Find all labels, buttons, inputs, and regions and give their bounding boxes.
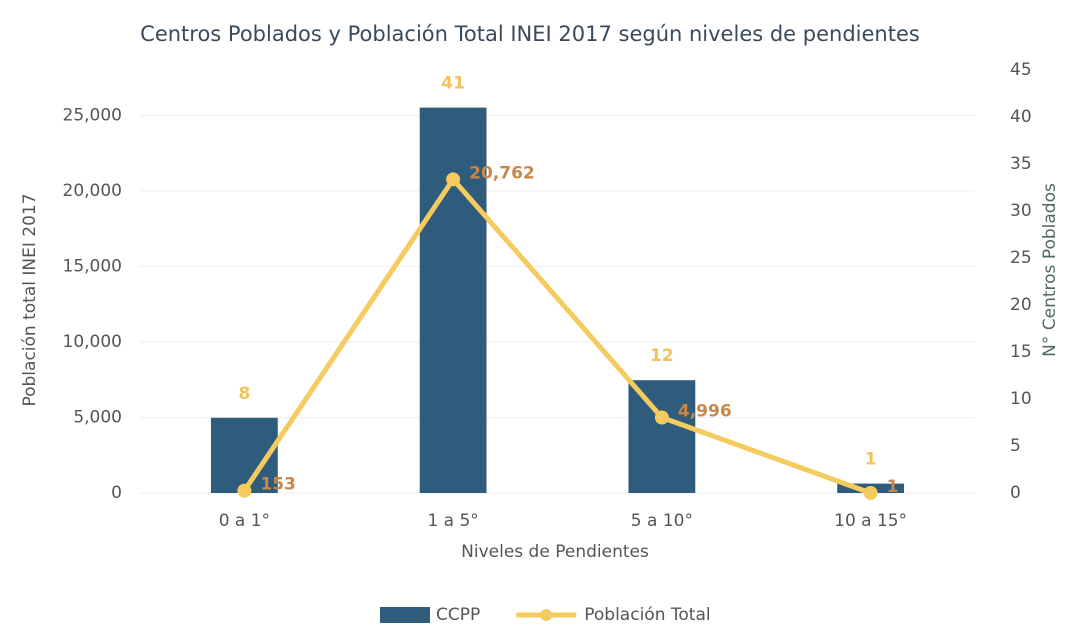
y2-tick-label: 20 xyxy=(1010,295,1032,315)
bar-value-label: 8 xyxy=(238,384,250,404)
line xyxy=(242,176,872,496)
y2-tick-label: 10 xyxy=(1010,389,1032,409)
y2-tick-label: 0 xyxy=(1010,483,1021,503)
legend-label: CCPP xyxy=(436,605,480,625)
bar-value-label: 41 xyxy=(441,74,465,94)
y-tick-label: 15,000 xyxy=(63,256,122,276)
y-axis-label: Población total INEI 2017 xyxy=(20,193,40,406)
y-tick-label: 25,000 xyxy=(63,105,122,125)
x-axis-label: Niveles de Pendientes xyxy=(461,542,649,562)
line-value-label: 4,996 xyxy=(678,402,732,422)
y-tick-label: 10,000 xyxy=(63,332,122,352)
legend-swatch xyxy=(380,607,430,623)
bar xyxy=(419,107,487,493)
y2-tick-label: 40 xyxy=(1010,107,1032,127)
y2-tick-label: 35 xyxy=(1010,154,1032,174)
y-tick-label: 0 xyxy=(111,483,122,503)
line-marker xyxy=(654,410,669,425)
x-tick-label: 1 a 5° xyxy=(427,511,478,531)
line-value-label: 153 xyxy=(260,475,296,495)
y-tick-label: 20,000 xyxy=(63,181,122,201)
legend-label: Población Total xyxy=(584,605,710,625)
y2-axis-label: N° Centros Poblados xyxy=(1040,183,1060,357)
chart-title: Centros Poblados y Población Total INEI … xyxy=(140,22,920,46)
line-marker xyxy=(446,172,461,187)
line-value-label: 1 xyxy=(887,477,899,497)
y2-tick-label: 5 xyxy=(1010,436,1021,456)
y2-tick-label: 15 xyxy=(1010,342,1032,362)
line-marker xyxy=(237,483,252,498)
legend-swatch xyxy=(540,609,553,621)
y-tick-label: 5,000 xyxy=(73,407,122,427)
y2-tick-label: 30 xyxy=(1010,201,1032,221)
y2-tick-label: 25 xyxy=(1010,248,1032,268)
x-tick-label: 0 a 1° xyxy=(219,511,270,531)
x-tick-label: 5 a 10° xyxy=(631,511,693,531)
bar-value-label: 1 xyxy=(865,450,877,470)
x-tick-label: 10 a 15° xyxy=(834,511,907,531)
line-value-label: 20,762 xyxy=(469,163,535,183)
y2-tick-label: 45 xyxy=(1010,60,1032,80)
line-marker xyxy=(863,485,878,500)
bar xyxy=(628,380,696,493)
bar-value-label: 12 xyxy=(650,346,674,366)
